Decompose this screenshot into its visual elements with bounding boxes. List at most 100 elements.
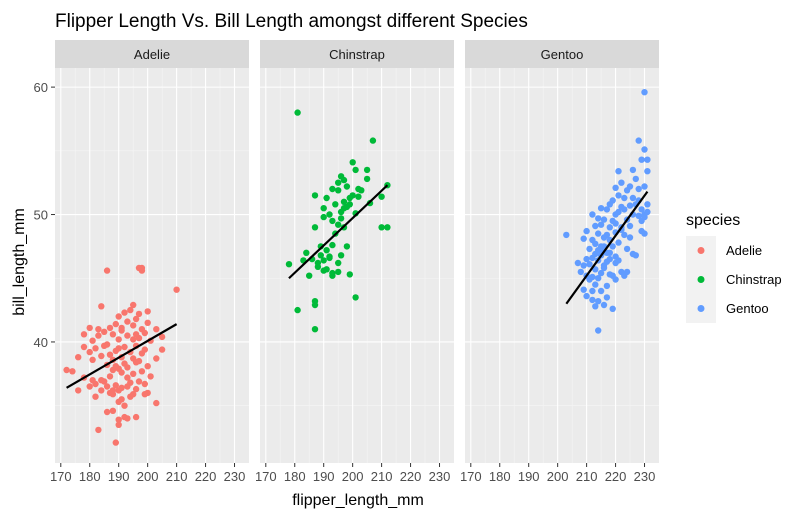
data-point bbox=[326, 211, 333, 218]
data-point bbox=[612, 276, 619, 283]
data-point bbox=[623, 245, 631, 253]
y-tick-label: 60 bbox=[34, 80, 48, 95]
y-tick-label: 40 bbox=[34, 335, 48, 350]
data-point bbox=[641, 230, 648, 237]
facet-strip-label: Chinstrap bbox=[329, 47, 385, 62]
x-tick-label: 190 bbox=[313, 469, 335, 484]
data-point bbox=[595, 275, 602, 282]
data-point bbox=[592, 222, 599, 230]
data-point bbox=[106, 373, 114, 380]
data-point bbox=[103, 383, 111, 390]
legend-items: Adelie Chinstrap Gentoo bbox=[686, 236, 782, 323]
data-point bbox=[103, 267, 111, 274]
legend-marker bbox=[697, 247, 705, 254]
data-point bbox=[144, 308, 151, 315]
data-point bbox=[118, 327, 125, 334]
data-point bbox=[343, 183, 351, 190]
data-point bbox=[592, 281, 599, 288]
x-axis: 170 180 190 200 210 220 230 170 180 190 200 210 220 2… bbox=[50, 463, 655, 484]
data-point bbox=[115, 421, 122, 428]
data-point bbox=[135, 310, 143, 318]
x-tick-label: 200 bbox=[547, 469, 569, 484]
x-tick-label: 200 bbox=[342, 469, 364, 484]
data-point bbox=[138, 264, 146, 272]
data-point bbox=[600, 216, 608, 223]
x-tick-label: 170 bbox=[460, 469, 482, 484]
data-point bbox=[597, 269, 605, 277]
x-tick-label: 210 bbox=[166, 469, 188, 484]
data-point bbox=[86, 324, 93, 332]
data-point bbox=[606, 224, 613, 231]
data-point bbox=[124, 318, 131, 325]
data-point bbox=[147, 373, 154, 380]
data-point bbox=[641, 183, 648, 190]
data-point bbox=[586, 261, 593, 268]
x-tick-label: 220 bbox=[605, 469, 627, 484]
data-point bbox=[323, 194, 330, 202]
data-point bbox=[317, 252, 324, 259]
data-point bbox=[98, 387, 105, 394]
data-point bbox=[329, 272, 336, 279]
facet-strip-label: Gentoo bbox=[541, 47, 584, 62]
data-point bbox=[80, 343, 88, 351]
facet-panels: Adelie Chinstrap Gentoo bbox=[55, 40, 659, 463]
data-point bbox=[592, 240, 599, 247]
data-point bbox=[323, 266, 330, 273]
x-tick-label: 180 bbox=[284, 469, 306, 484]
data-point bbox=[612, 220, 619, 227]
data-point bbox=[109, 331, 117, 338]
data-point bbox=[335, 259, 342, 267]
data-point bbox=[606, 249, 613, 256]
data-point bbox=[101, 328, 108, 335]
data-point bbox=[349, 159, 356, 166]
data-point bbox=[384, 224, 391, 231]
data-point bbox=[92, 380, 99, 388]
x-tick-label: 230 bbox=[224, 469, 246, 484]
data-point bbox=[335, 221, 342, 228]
data-point bbox=[311, 298, 319, 305]
x-tick-label: 190 bbox=[518, 469, 540, 484]
data-point bbox=[311, 224, 319, 231]
data-point bbox=[609, 243, 616, 250]
data-point bbox=[130, 391, 137, 398]
data-point bbox=[595, 230, 602, 237]
data-point bbox=[69, 368, 76, 375]
data-point bbox=[343, 243, 351, 250]
data-point bbox=[95, 426, 102, 434]
data-point bbox=[629, 194, 637, 202]
data-point bbox=[118, 396, 125, 403]
data-point bbox=[355, 193, 362, 200]
data-point bbox=[641, 213, 648, 221]
data-point bbox=[621, 231, 628, 239]
data-point bbox=[335, 179, 342, 186]
data-point bbox=[124, 364, 131, 371]
data-point bbox=[329, 241, 336, 249]
data-point bbox=[346, 201, 353, 208]
data-point bbox=[580, 286, 587, 293]
data-point bbox=[626, 234, 634, 241]
data-point bbox=[80, 331, 88, 338]
data-point bbox=[378, 193, 385, 200]
data-point bbox=[340, 176, 348, 184]
data-point bbox=[109, 407, 117, 414]
data-point bbox=[363, 166, 371, 174]
data-point bbox=[121, 413, 128, 421]
x-tick-label: 230 bbox=[429, 469, 451, 484]
data-point bbox=[595, 298, 602, 305]
data-point bbox=[632, 175, 639, 183]
x-tick-label: 210 bbox=[371, 469, 393, 484]
data-point bbox=[603, 294, 611, 301]
data-point bbox=[311, 326, 319, 333]
data-point bbox=[115, 313, 122, 320]
data-point bbox=[75, 387, 82, 394]
data-point bbox=[621, 194, 628, 202]
data-point bbox=[326, 253, 333, 260]
legend-marker bbox=[697, 276, 705, 283]
data-point bbox=[609, 305, 616, 312]
data-point bbox=[644, 156, 651, 163]
data-point bbox=[63, 366, 70, 374]
data-point bbox=[626, 202, 634, 209]
data-point bbox=[574, 259, 582, 267]
legend: species Adelie Chinstrap Gentoo bbox=[686, 212, 782, 323]
panel-background bbox=[55, 68, 249, 463]
